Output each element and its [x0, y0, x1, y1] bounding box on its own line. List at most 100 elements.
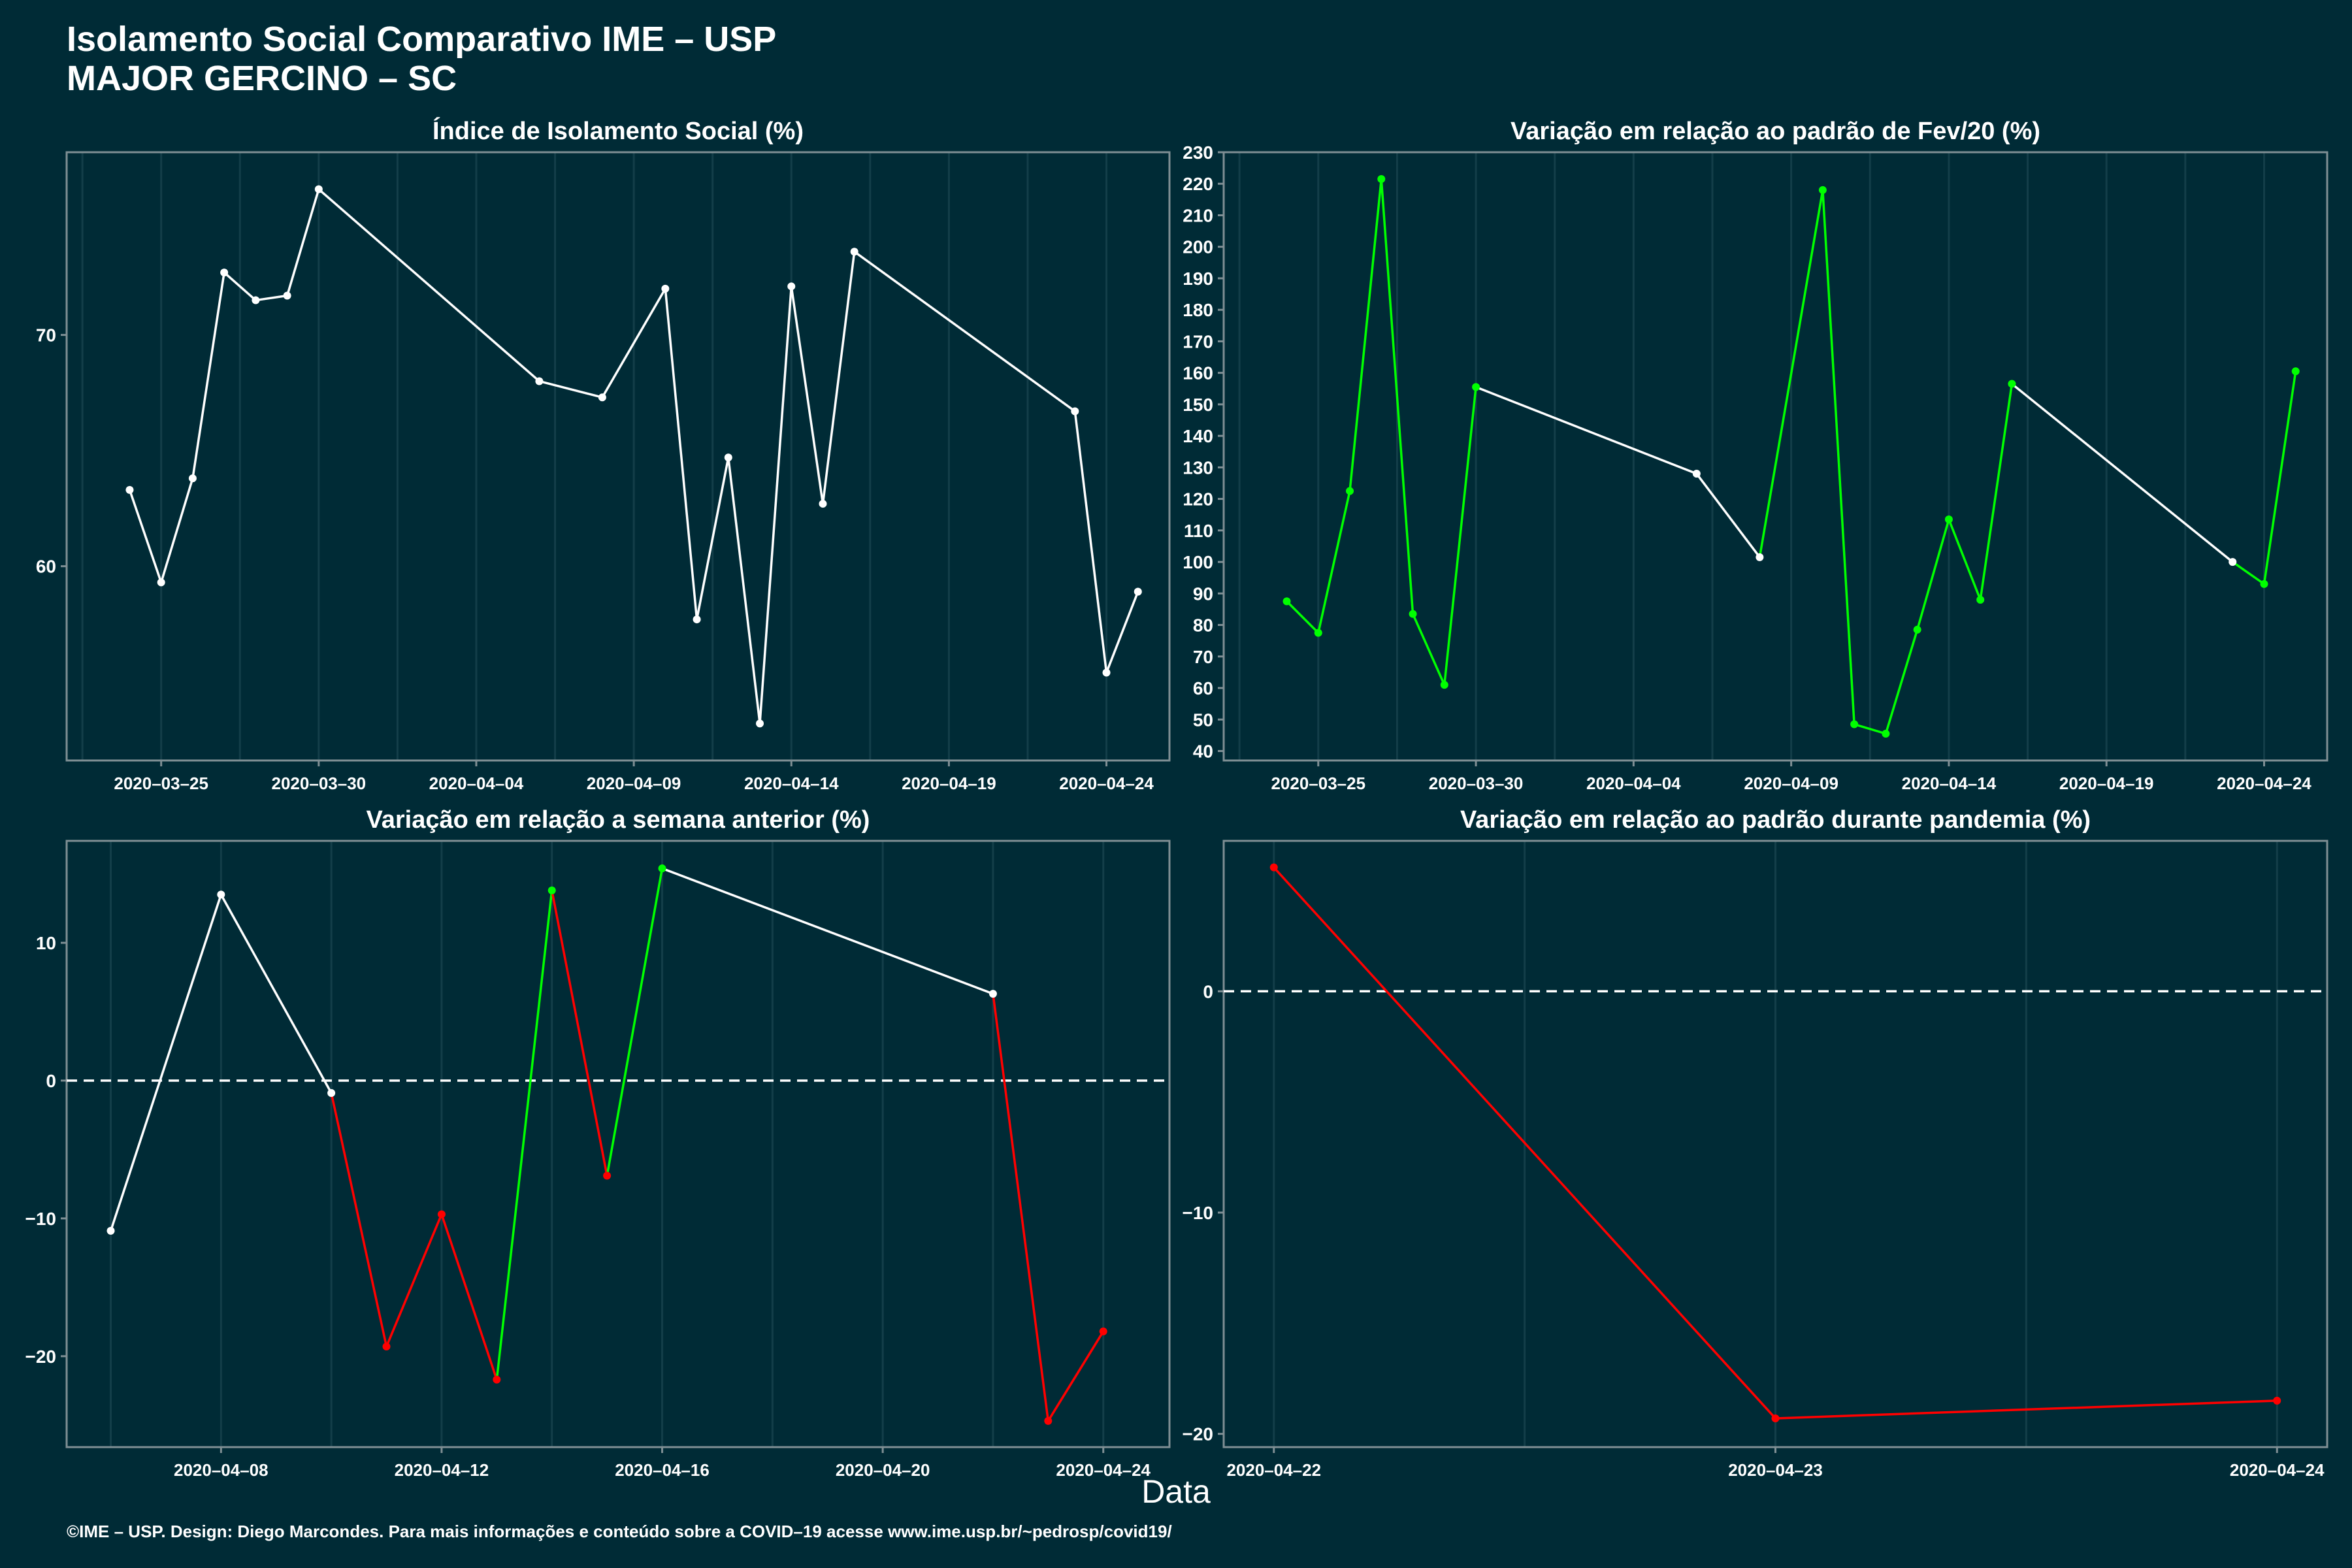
- data-point: [693, 615, 701, 624]
- data-point: [724, 453, 732, 462]
- x-tick-label: 2020–04–19: [2059, 774, 2154, 793]
- x-tick-label: 2020–04–16: [615, 1460, 710, 1480]
- y-tick-label: 90: [1193, 583, 1213, 604]
- plot-frame: [1222, 151, 2328, 762]
- series-segment: [223, 271, 257, 301]
- x-tick-label: 2020–04–04: [429, 774, 524, 793]
- data-point: [1134, 587, 1142, 596]
- data-point: [2291, 367, 2300, 376]
- data-point: [819, 500, 827, 508]
- data-point: [1346, 487, 1354, 495]
- y-tick-label: 230: [1183, 142, 1213, 163]
- chart-isolation-index: Índice de Isolamento Social (%) 60 70 2020–…: [36, 116, 1171, 793]
- y-tick-label: −20: [25, 1347, 57, 1367]
- x-tick-label: 2020–03–30: [1429, 774, 1524, 793]
- x-tick-label: 2020–04–20: [836, 1460, 930, 1480]
- series-segment: [1348, 178, 1383, 491]
- y-tick-label: 130: [1183, 457, 1213, 478]
- chart-title: Variação em relação ao padrão durante pa…: [1460, 806, 2091, 834]
- data-point: [220, 269, 229, 277]
- data-point: [1314, 629, 1322, 637]
- x-tick-label: 2020–04–24: [1059, 774, 1154, 793]
- series-segment: [695, 457, 730, 620]
- data-point: [2229, 558, 2237, 566]
- y-tick-label: 180: [1183, 300, 1213, 320]
- series-segment: [664, 288, 698, 620]
- series-segment: [1695, 472, 1761, 558]
- data-point: [1071, 407, 1079, 416]
- x-tick-label: 2020–04–12: [395, 1460, 489, 1480]
- data-point: [1409, 610, 1417, 618]
- data-point: [1882, 729, 1890, 738]
- series-segment: [191, 272, 225, 479]
- series-segment: [286, 189, 320, 296]
- series-segment: [385, 1213, 443, 1347]
- data-point: [1269, 863, 1278, 872]
- chart-variation-feb20: Variação em relação ao padrão de Fev/20 …: [1183, 118, 2328, 793]
- data-point: [787, 282, 796, 291]
- series-segment: [1073, 411, 1108, 673]
- series-segment: [2011, 383, 2234, 563]
- chart-title: Índice de Isolamento Social (%): [433, 116, 804, 145]
- data-point: [1102, 668, 1111, 677]
- y-tick-label: 0: [1203, 981, 1213, 1002]
- footer-credits: ©IME – USP. Design: Diego Marcondes. Par…: [67, 1522, 1172, 1541]
- data-point: [314, 185, 323, 193]
- series-segment: [1380, 178, 1414, 614]
- data-point: [125, 485, 134, 494]
- series-segment: [853, 250, 1076, 412]
- series-segment: [1475, 385, 1697, 475]
- y-tick-label: 120: [1183, 489, 1213, 510]
- series-segment: [1273, 866, 1776, 1420]
- series-segment: [1286, 600, 1320, 634]
- data-point: [106, 1226, 115, 1235]
- series-segment: [992, 993, 1050, 1422]
- y-tick-label: 40: [1193, 742, 1213, 762]
- data-point: [217, 890, 225, 899]
- series-segment: [109, 894, 222, 1232]
- series-segment: [220, 894, 333, 1094]
- y-tick-label: 0: [46, 1071, 56, 1091]
- series-segment: [255, 294, 287, 302]
- y-tick-label: −20: [1183, 1424, 1214, 1445]
- series-segment: [330, 1092, 388, 1347]
- x-tick-label: 2020–04–08: [174, 1460, 269, 1480]
- series-segment: [2232, 561, 2265, 585]
- data-point: [598, 393, 606, 402]
- y-tick-label: 220: [1183, 174, 1213, 194]
- y-tick-label: 10: [36, 933, 56, 953]
- series-segment: [601, 287, 666, 399]
- y-tick-label: −10: [1183, 1203, 1214, 1223]
- data-point: [1850, 720, 1859, 728]
- series-segment: [1884, 629, 1919, 734]
- data-point: [188, 474, 197, 483]
- x-tick-label: 2020–03–30: [272, 774, 367, 793]
- y-tick-label: 70: [1193, 647, 1213, 667]
- x-tick-label: 2020–04–22: [1226, 1460, 1321, 1480]
- data-point: [661, 284, 670, 293]
- data-point: [756, 719, 764, 728]
- y-tick-label: 210: [1183, 205, 1213, 225]
- data-point: [1692, 470, 1701, 478]
- data-point: [1771, 1414, 1780, 1422]
- plot-frame: [65, 840, 1171, 1448]
- data-point: [2008, 380, 2016, 388]
- series-segment: [495, 890, 553, 1380]
- y-tick-label: 150: [1183, 395, 1213, 415]
- y-tick-label: 60: [36, 557, 56, 577]
- chart-title: Variação em relação ao padrão de Fev/20 …: [1511, 118, 2040, 145]
- y-tick-label: 50: [1193, 710, 1213, 730]
- page-subtitle: MAJOR GERCINO – SC: [67, 59, 457, 98]
- series-segment: [821, 251, 856, 504]
- plot-frame: [65, 151, 1171, 762]
- data-point: [493, 1375, 501, 1384]
- series-segment: [128, 489, 163, 583]
- y-tick-label: 200: [1183, 237, 1213, 257]
- data-point: [988, 990, 997, 998]
- data-point: [382, 1343, 391, 1351]
- series-segment: [1443, 387, 1477, 685]
- series-segment: [1105, 591, 1139, 674]
- data-point: [603, 1171, 612, 1180]
- x-tick-label: 2020–04–09: [1744, 774, 1838, 793]
